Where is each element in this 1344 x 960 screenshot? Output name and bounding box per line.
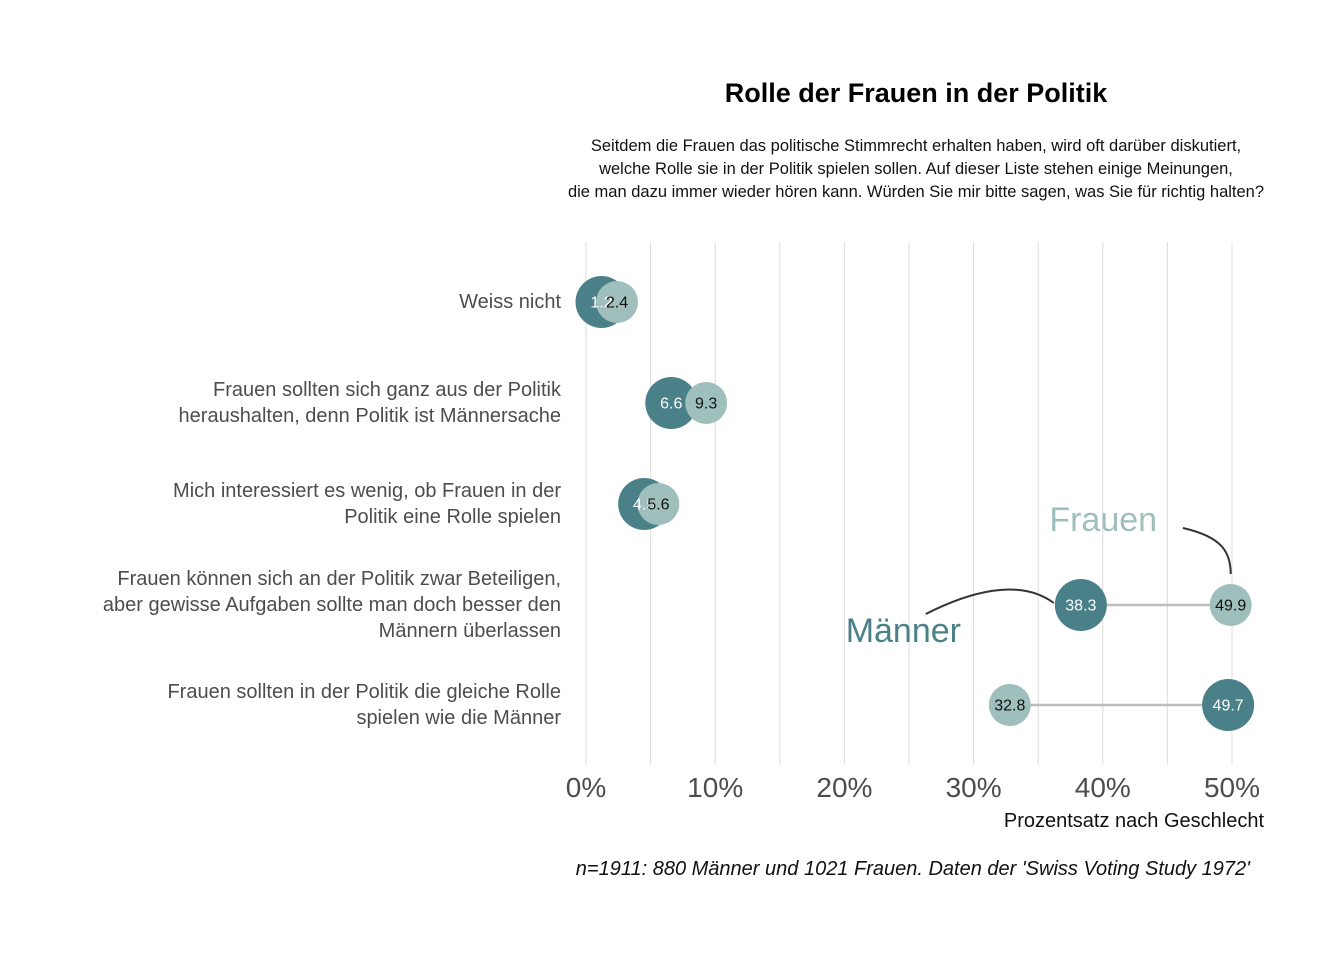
frauen-value-label: 2.4 bbox=[606, 295, 628, 312]
maenner-series-label: Männer bbox=[846, 612, 961, 650]
category-labels: Weiss nicht Frauen sollten sich ganz aus … bbox=[103, 291, 562, 729]
series-annotations: Männer Frauen bbox=[846, 501, 1232, 650]
category-label: heraushalten, denn Politik ist Männersac… bbox=[179, 405, 561, 427]
category-label: aber gewisse Aufgaben sollte man doch be… bbox=[103, 594, 561, 616]
frauen-point bbox=[637, 483, 680, 525]
chart-subtitle-line-3: die man dazu immer wieder hören kann. Wü… bbox=[568, 183, 1264, 201]
frauen-value-label: 49.9 bbox=[1215, 598, 1246, 615]
chart-subtitle-line-1: Seitdem die Frauen das politische Stimmr… bbox=[591, 137, 1241, 155]
frauen-series-label: Frauen bbox=[1049, 501, 1157, 539]
x-axis-ticks: 0% 10% 20% 30% 40% 50% bbox=[566, 772, 1260, 803]
category-label: Frauen sollten in der Politik die gleich… bbox=[167, 681, 561, 703]
category-label: Weiss nicht bbox=[459, 291, 561, 313]
chart-subtitle-line-2: welche Rolle sie in der Politik spielen … bbox=[598, 160, 1233, 178]
category-label: Politik eine Rolle spielen bbox=[344, 506, 561, 528]
frauen-annotation-curve bbox=[1182, 527, 1232, 575]
maenner-annotation-curve bbox=[925, 588, 1055, 615]
chart-title: Rolle der Frauen in der Politik bbox=[725, 78, 1109, 108]
category-label: Frauen können sich an der Politik zwar B… bbox=[117, 568, 561, 590]
maenner-value-label: 4.5 bbox=[633, 497, 655, 514]
x-tick-label: 10% bbox=[687, 772, 743, 803]
x-tick-label: 20% bbox=[816, 772, 872, 803]
data-points: 1.2 6.6 4.5 38.3 49.7 2.4 9.3 5.6 49.9 32.8 bbox=[575, 276, 1255, 731]
maenner-value-label: 6.6 bbox=[660, 396, 682, 413]
category-label: Männern überlassen bbox=[379, 620, 561, 642]
category-label: spielen wie die Männer bbox=[356, 707, 561, 729]
frauen-value-label: 9.3 bbox=[695, 396, 717, 413]
frauen-point bbox=[685, 382, 728, 424]
maenner-point bbox=[1202, 679, 1255, 731]
maenner-value-label: 49.7 bbox=[1213, 698, 1244, 715]
frauen-value-label: 32.8 bbox=[994, 698, 1025, 715]
gridlines bbox=[585, 242, 1233, 765]
x-tick-label: 30% bbox=[946, 772, 1002, 803]
category-label: Frauen sollten sich ganz aus der Politik bbox=[213, 379, 562, 401]
maenner-point bbox=[645, 377, 698, 429]
x-axis-title: Prozentsatz nach Geschlecht bbox=[1004, 810, 1265, 832]
x-tick-label: 50% bbox=[1204, 772, 1260, 803]
maenner-value-label: 1.2 bbox=[590, 295, 612, 312]
frauen-value-label: 5.6 bbox=[647, 497, 669, 514]
frauen-point bbox=[1209, 584, 1252, 626]
maenner-value-label: 38.3 bbox=[1065, 598, 1096, 615]
frauen-point bbox=[988, 684, 1031, 726]
frauen-point bbox=[596, 281, 639, 323]
maenner-point bbox=[1054, 579, 1107, 631]
x-tick-label: 40% bbox=[1075, 772, 1131, 803]
chart-caption: n=1911: 880 Männer und 1021 Frauen. Date… bbox=[576, 858, 1251, 880]
category-label: Mich interessiert es wenig, ob Frauen in… bbox=[173, 480, 561, 502]
x-tick-label: 0% bbox=[566, 772, 606, 803]
